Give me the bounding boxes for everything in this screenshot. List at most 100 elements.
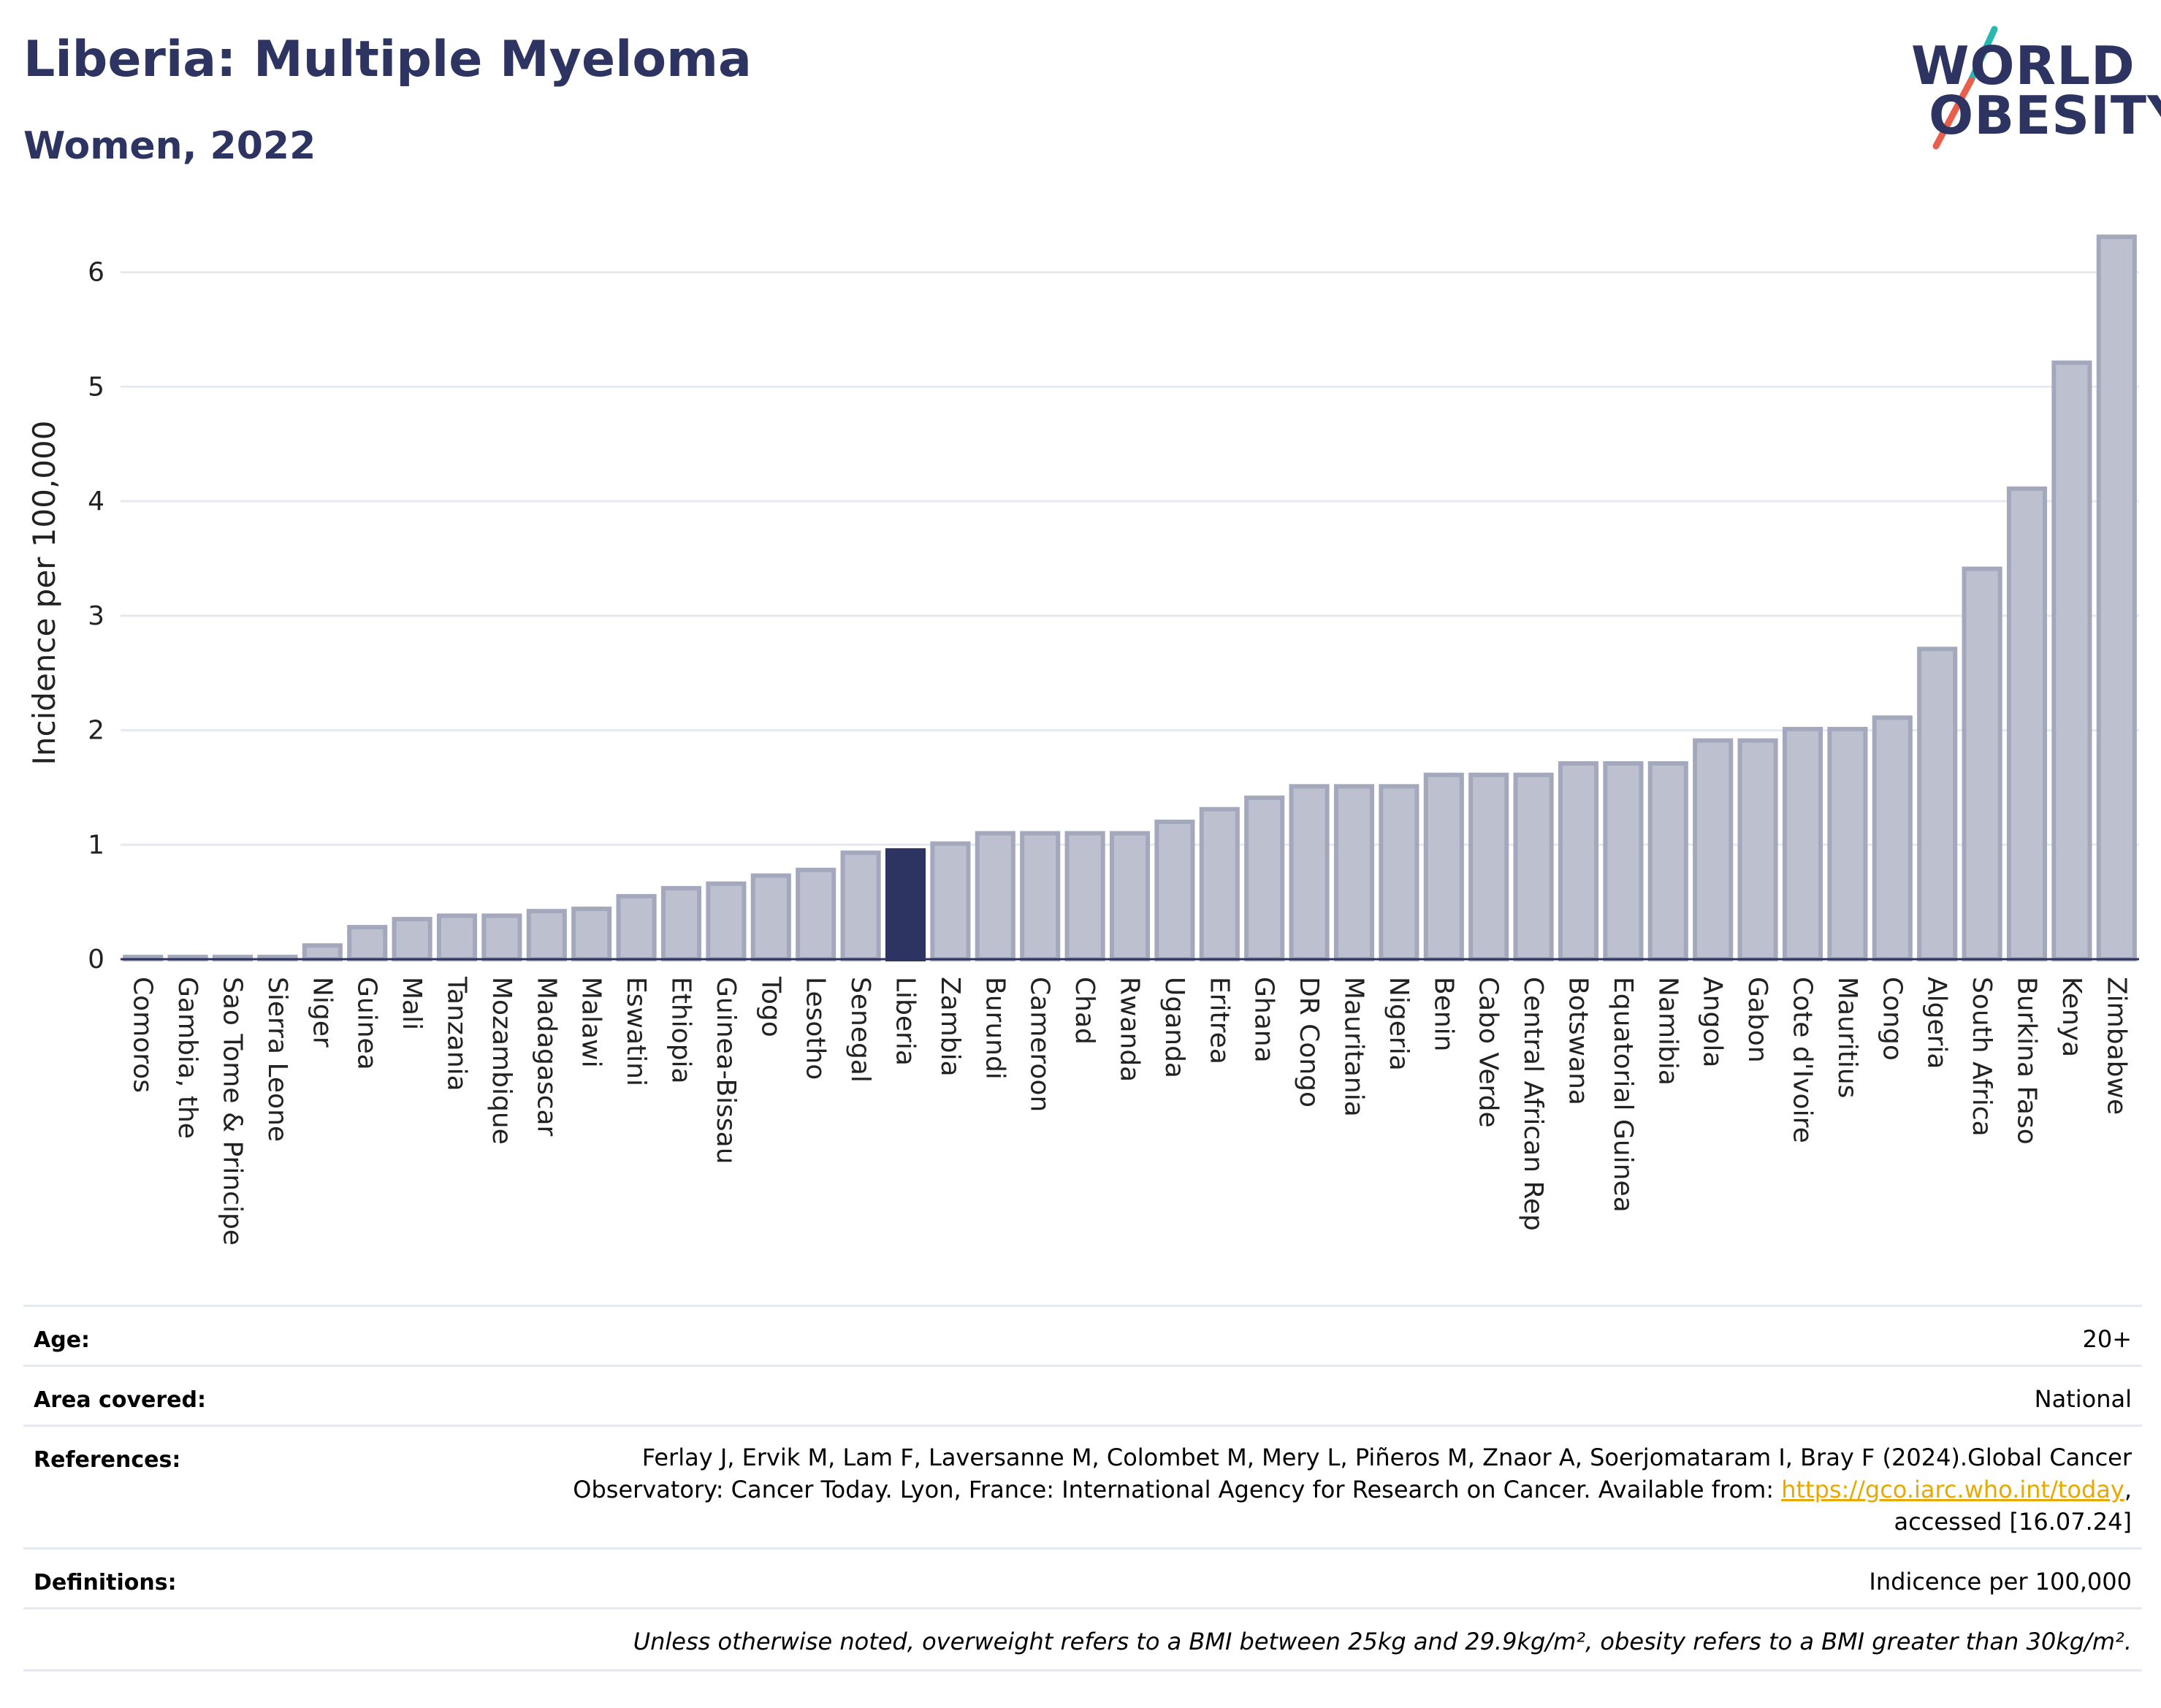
logo-word-world: WORLD bbox=[1911, 35, 2135, 96]
x-tick-label: Ethiopia bbox=[666, 977, 696, 1084]
bar bbox=[1154, 819, 1195, 961]
x-tick-label: Gabon bbox=[1742, 977, 1772, 1063]
x-tick-label: Congo bbox=[1877, 977, 1907, 1061]
page-title: Liberia: Multiple Myeloma bbox=[23, 31, 752, 88]
bar bbox=[660, 885, 702, 961]
x-tick-label: Cote d'Ivoire bbox=[1788, 977, 1818, 1143]
y-tick-label: 5 bbox=[88, 372, 104, 402]
x-tick-label: Niger bbox=[307, 977, 337, 1048]
bar bbox=[1244, 796, 1285, 962]
bar bbox=[1737, 738, 1778, 961]
x-tick-label: Kenya bbox=[2057, 977, 2086, 1057]
bar bbox=[2051, 360, 2092, 961]
x-tick-label: DR Congo bbox=[1294, 977, 1324, 1107]
info-row-area: Area covered: National bbox=[23, 1365, 2142, 1425]
x-tick-label: Guinea bbox=[352, 977, 382, 1070]
x-tick-label: Namibia bbox=[1653, 977, 1682, 1086]
x-tick-label: Eritrea bbox=[1204, 977, 1234, 1064]
age-label: Age: bbox=[34, 1327, 91, 1353]
bar bbox=[1379, 784, 1419, 962]
x-tick-label: Angola bbox=[1698, 977, 1728, 1067]
x-tick-label: Malawi bbox=[576, 977, 606, 1068]
info-row-note: Unless otherwise noted, overweight refer… bbox=[23, 1607, 2142, 1671]
x-tick-label: Tanzania bbox=[442, 976, 472, 1091]
x-tick-label: Rwanda bbox=[1115, 977, 1145, 1082]
bar bbox=[1647, 761, 1688, 962]
references-label: References: bbox=[34, 1447, 181, 1473]
x-tick-label: Togo bbox=[755, 976, 785, 1037]
x-tick-label: Burundi bbox=[980, 977, 1010, 1080]
definitions-label: Definitions: bbox=[34, 1570, 177, 1595]
bar bbox=[1020, 831, 1061, 961]
bar bbox=[1827, 726, 1868, 961]
info-row-definitions: Definitions: Indicence per 100,000 bbox=[23, 1547, 2142, 1609]
x-tick-label: Gambia, the bbox=[172, 977, 202, 1139]
x-tick-label: Senegal bbox=[845, 977, 875, 1083]
x-tick-label: Benin bbox=[1428, 977, 1458, 1051]
references-line-1: Ferlay J, Ervik M, Lam F, Laversanne M, … bbox=[641, 1444, 2132, 1471]
x-tick-label: Sierra Leone bbox=[262, 977, 292, 1142]
bar bbox=[2096, 235, 2137, 961]
x-tick-label: South Africa bbox=[1967, 977, 1997, 1137]
bar bbox=[1782, 726, 1823, 961]
references-line-2-text: Observatory: Cancer Today. Lyon, France:… bbox=[573, 1476, 1775, 1503]
x-tick-label: Sao Tome & Principe bbox=[218, 977, 248, 1246]
x-tick-label: Mauritius bbox=[1832, 977, 1862, 1098]
x-tick-label: Central African Rep bbox=[1518, 977, 1548, 1231]
bar bbox=[840, 850, 881, 962]
bar bbox=[1468, 772, 1509, 962]
x-tick-label: Cabo Verde bbox=[1474, 977, 1503, 1128]
y-tick-label: 3 bbox=[88, 601, 104, 631]
x-tick-label: Lesotho bbox=[801, 977, 831, 1080]
bar bbox=[930, 841, 971, 962]
y-tick-label: 4 bbox=[88, 487, 104, 516]
logo-slash-icon bbox=[1932, 26, 1998, 150]
y-tick-label: 0 bbox=[88, 945, 104, 975]
x-tick-label: Liberia bbox=[891, 977, 921, 1066]
bar bbox=[750, 873, 791, 962]
x-tick-label: Equatorial Guinea bbox=[1608, 977, 1638, 1213]
info-row-age: Age: 20+ bbox=[23, 1305, 2142, 1365]
x-tick-label: Algeria bbox=[1922, 977, 1952, 1070]
x-tick-label: Ghana bbox=[1249, 977, 1279, 1063]
bar-chart: 0 1 2 3 4 5 6 Incidence per 100,000 Comoros Gambi… bbox=[26, 235, 2139, 1246]
bar bbox=[1064, 831, 1105, 961]
logo-word-obesity: OBESITY bbox=[1929, 85, 2161, 146]
bar bbox=[2006, 486, 2048, 961]
bar bbox=[1423, 772, 1464, 962]
bar bbox=[302, 943, 343, 961]
x-tick-label: Guinea-Bissau bbox=[711, 977, 741, 1164]
bar bbox=[436, 913, 478, 962]
references-value: Ferlay J, Ervik M, Lam F, Laversanne M, … bbox=[573, 1441, 2132, 1538]
x-tick-label: Botswana bbox=[1563, 977, 1593, 1105]
x-tick-label: Cameroon bbox=[1025, 977, 1055, 1112]
bar bbox=[392, 917, 432, 961]
info-row-references: References: Ferlay J, Ervik M, Lam F, La… bbox=[23, 1425, 2142, 1549]
bar bbox=[1289, 784, 1330, 962]
x-tick-label: Mali bbox=[397, 977, 427, 1030]
age-value: 20+ bbox=[2082, 1325, 2132, 1353]
bar bbox=[1558, 761, 1599, 962]
bar bbox=[481, 913, 522, 962]
bar bbox=[1199, 807, 1240, 962]
y-axis-label: Incidence per 100,000 bbox=[26, 421, 62, 766]
x-tick-label: Zimbabwe bbox=[2101, 977, 2131, 1115]
bar bbox=[571, 907, 612, 961]
bar bbox=[975, 831, 1015, 961]
definitions-value: Indicence per 100,000 bbox=[1869, 1568, 2132, 1595]
x-tick-label: Uganda bbox=[1159, 977, 1189, 1078]
bar bbox=[347, 925, 388, 962]
y-tick-label: 1 bbox=[88, 830, 104, 860]
page-subtitle: Women, 2022 bbox=[23, 124, 316, 168]
x-tick-label: Mauritania bbox=[1339, 977, 1369, 1117]
references-link[interactable]: https://gco.iarc.who.int/today bbox=[1781, 1476, 2124, 1503]
bar bbox=[526, 909, 567, 961]
area-value: National bbox=[2034, 1385, 2132, 1413]
bar bbox=[1872, 715, 1913, 961]
bar bbox=[1603, 761, 1644, 962]
references-line-3: accessed [16.07.24] bbox=[1894, 1508, 2132, 1536]
x-tick-label: Burkina Faso bbox=[2012, 977, 2042, 1145]
bar bbox=[796, 867, 836, 962]
bar bbox=[1333, 784, 1375, 962]
x-tick-label: Chad bbox=[1070, 977, 1099, 1045]
